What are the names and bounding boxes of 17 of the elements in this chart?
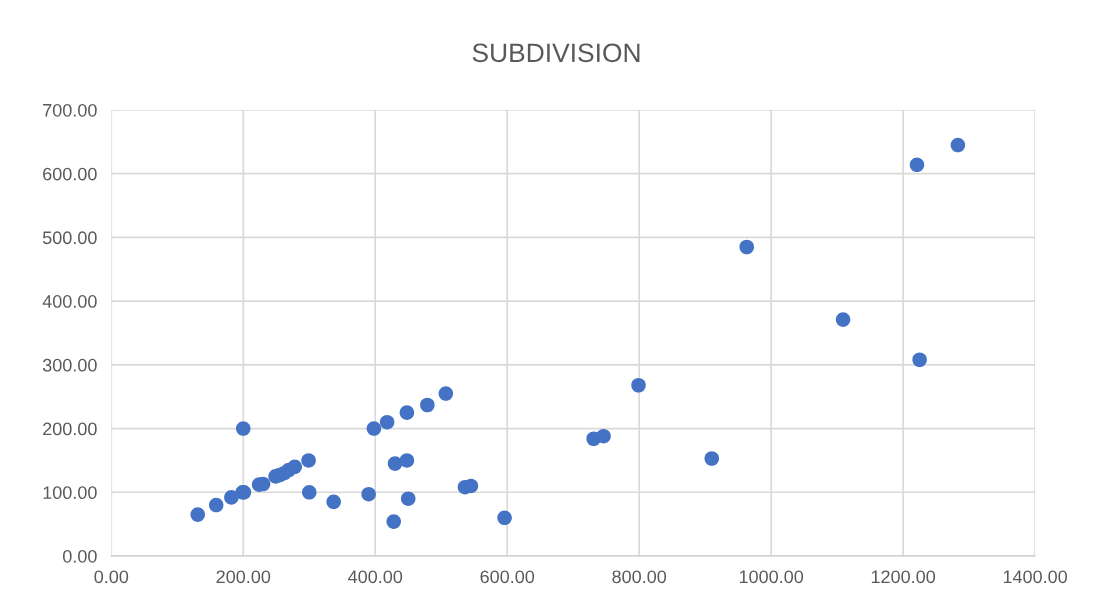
y-tick-label: 100.00 xyxy=(43,486,97,500)
x-tick-label: 1400.00 xyxy=(1003,570,1068,584)
x-tick-label: 1000.00 xyxy=(739,570,804,584)
y-tick-label: 600.00 xyxy=(43,167,97,181)
y-tick-label: 400.00 xyxy=(42,295,97,308)
y-tick-label: 200.00 xyxy=(43,422,97,436)
x-tick-label: 1200.00 xyxy=(871,570,936,584)
chart-title: SUBDIVISION xyxy=(472,43,640,63)
y-tick-label: 500.00 xyxy=(42,231,97,245)
y-tick-label: 300.00 xyxy=(42,358,97,372)
y-tick-label: 0.00 xyxy=(62,549,97,563)
x-tick-label: 800.00 xyxy=(612,570,667,584)
y-tick-label: 700.00 xyxy=(43,103,97,117)
x-tick-label: 0.00 xyxy=(94,570,129,584)
x-tick-label: 600.00 xyxy=(480,570,535,584)
x-tick-label: 200.00 xyxy=(216,570,271,584)
x-tick-label: 400.00 xyxy=(348,570,403,584)
